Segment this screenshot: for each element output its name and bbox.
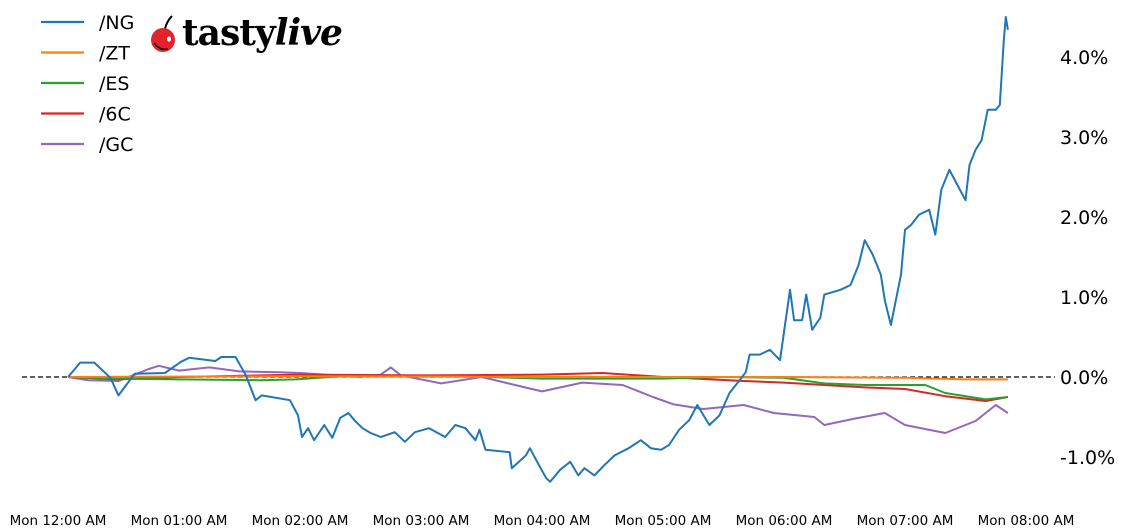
y-tick-label: 4.0% bbox=[1060, 47, 1108, 69]
x-tick-label: Mon 07:00 AM bbox=[857, 513, 954, 529]
y-tick-label: 2.0% bbox=[1060, 207, 1108, 229]
x-tick-label: Mon 12:00 AM bbox=[10, 513, 107, 529]
legend-item: /GC bbox=[41, 134, 133, 156]
legend-label: /ZT bbox=[99, 43, 130, 65]
x-tick-label: Mon 05:00 AM bbox=[615, 513, 712, 529]
legend-label: /6C bbox=[99, 104, 131, 126]
logo-wordmark: tastylive bbox=[182, 12, 343, 54]
legend-item: /ZT bbox=[41, 43, 130, 65]
tastylive-logo: tastylive bbox=[148, 12, 343, 54]
x-tick-label: Mon 08:00 AM bbox=[978, 513, 1075, 529]
y-tick-label: 0.0% bbox=[1060, 367, 1108, 389]
x-tick-label: Mon 02:00 AM bbox=[252, 513, 349, 529]
y-tick-label: -1.0% bbox=[1060, 447, 1115, 469]
legend-label: /GC bbox=[99, 134, 133, 156]
legend: /NG/ZT/ES/6C/GC bbox=[41, 12, 134, 156]
x-tick-label: Mon 06:00 AM bbox=[736, 513, 833, 529]
y-tick-label: 3.0% bbox=[1060, 127, 1108, 149]
legend-label: /ES bbox=[99, 73, 129, 95]
legend-item: /NG bbox=[41, 12, 134, 34]
legend-label: /NG bbox=[99, 12, 134, 34]
y-tick-label: 1.0% bbox=[1060, 287, 1108, 309]
series-line-es bbox=[68, 375, 1009, 401]
series-line-gc bbox=[67, 364, 1009, 434]
x-tick-label: Mon 03:00 AM bbox=[373, 513, 470, 529]
cherry-icon bbox=[151, 15, 175, 52]
series-line-zt bbox=[68, 375, 1008, 381]
series-line-ng bbox=[67, 16, 1009, 483]
legend-item: /6C bbox=[41, 104, 131, 126]
x-tick-label: Mon 01:00 AM bbox=[131, 513, 228, 529]
legend-item: /ES bbox=[41, 73, 129, 95]
x-tick-label: Mon 04:00 AM bbox=[494, 513, 591, 529]
